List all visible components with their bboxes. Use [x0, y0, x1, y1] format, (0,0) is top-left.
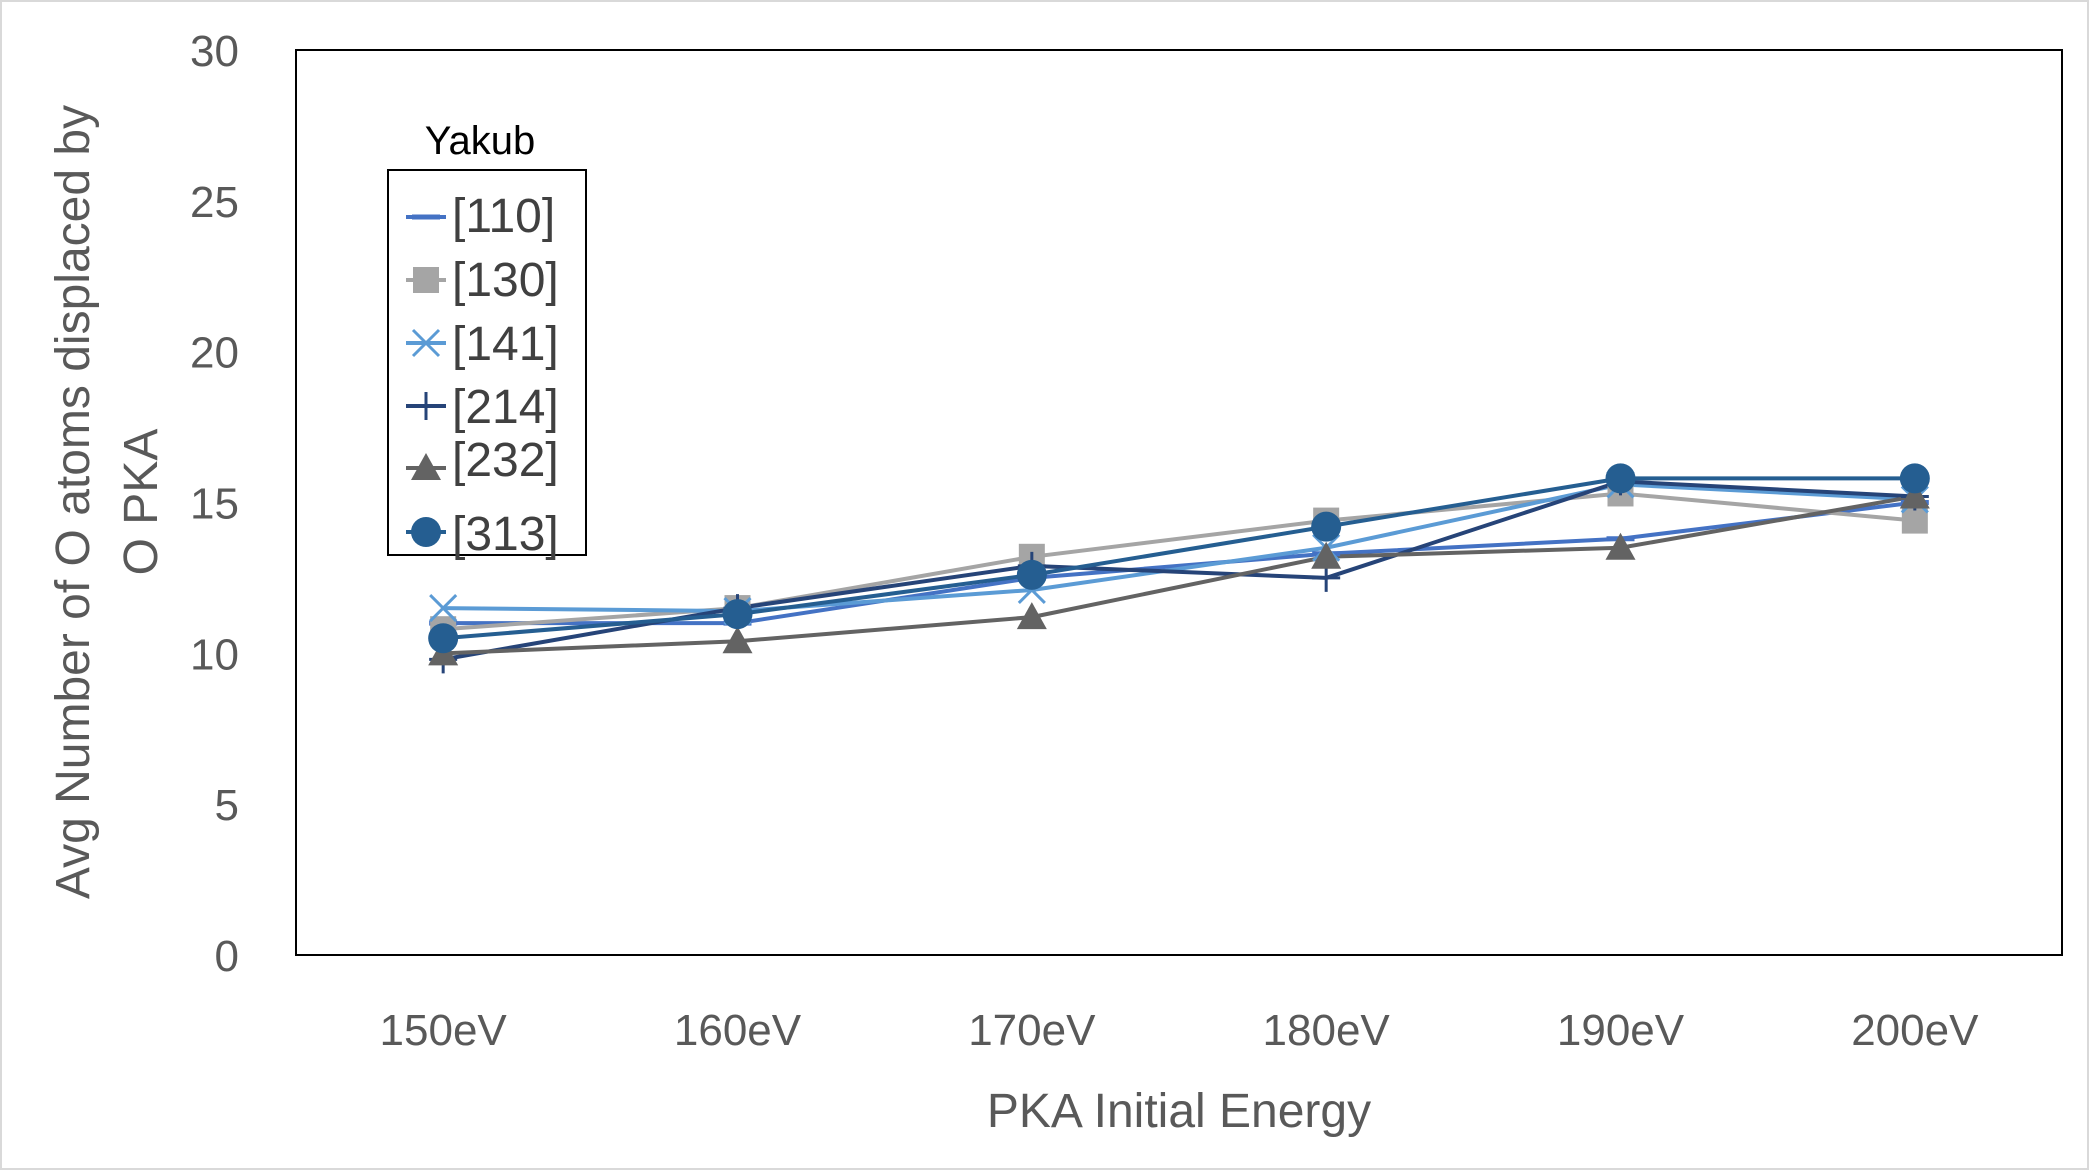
y-axis-title-line-1: Avg Number of O atoms displaced by [47, 105, 100, 899]
data-point-marker [411, 517, 441, 547]
y-axis-title: Avg Number of O atoms displaced by O PKA [47, 105, 168, 899]
data-point-marker [1605, 532, 1636, 560]
data-point-marker [1016, 602, 1047, 630]
legend-label: [313] [452, 508, 559, 561]
x-tick-label: 150eV [380, 1006, 508, 1055]
data-point-marker [1605, 463, 1636, 494]
x-tick-label: 180eV [1263, 1006, 1391, 1055]
data-point-marker [722, 626, 753, 654]
data-point-marker [1016, 559, 1047, 590]
data-point-marker [413, 267, 439, 293]
data-point-marker [1899, 463, 1930, 494]
legend-label: [110] [452, 190, 555, 243]
y-axis: 0 5 10 15 20 25 30 [190, 27, 239, 981]
y-tick-label: 15 [190, 480, 239, 529]
legend-label: [232] [452, 434, 559, 487]
x-axis: 150eV 160eV 170eV 180eV 190eV 200eV [380, 1006, 1980, 1055]
data-point-marker [1311, 511, 1342, 542]
series-line [443, 500, 1916, 626]
legend: [110] [130] [141] [214][232] [313] [406, 190, 559, 561]
x-axis-title: PKA Initial Energy [987, 1085, 1371, 1138]
legend-label: [141] [452, 318, 559, 371]
data-point-marker [1311, 541, 1342, 569]
data-point-marker [411, 328, 441, 358]
series-line [442, 479, 1915, 662]
series-line [443, 482, 1915, 614]
series-lines [442, 476, 1916, 662]
y-tick-label: 25 [190, 178, 239, 227]
data-point-marker [1901, 507, 1928, 534]
x-tick-label: 170eV [968, 1006, 1096, 1055]
data-point-marker [429, 594, 458, 623]
data-point-marker [1899, 481, 1930, 509]
data-point-marker [428, 623, 459, 654]
y-tick-label: 5 [215, 781, 239, 830]
y-tick-label: 20 [190, 329, 239, 378]
legend-box [387, 169, 587, 556]
data-point-marker [412, 392, 440, 420]
series-markers [428, 463, 1930, 674]
legend-label: [214] [452, 381, 559, 434]
y-axis-title-line-2: O PKA [115, 429, 168, 576]
data-point-marker [411, 453, 441, 480]
y-tick-label: 10 [190, 630, 239, 679]
plot-area-frame [295, 49, 2063, 956]
x-tick-label: 200eV [1851, 1006, 1979, 1055]
data-point-marker [722, 599, 753, 630]
y-tick-label: 0 [215, 932, 239, 981]
series-line [443, 476, 1915, 641]
x-tick-label: 160eV [674, 1006, 802, 1055]
y-tick-label: 30 [190, 27, 239, 76]
legend-label: [130] [452, 254, 559, 307]
legend-title: Yakub [425, 119, 535, 163]
series-line [443, 494, 1916, 656]
x-tick-label: 190eV [1557, 1006, 1685, 1055]
